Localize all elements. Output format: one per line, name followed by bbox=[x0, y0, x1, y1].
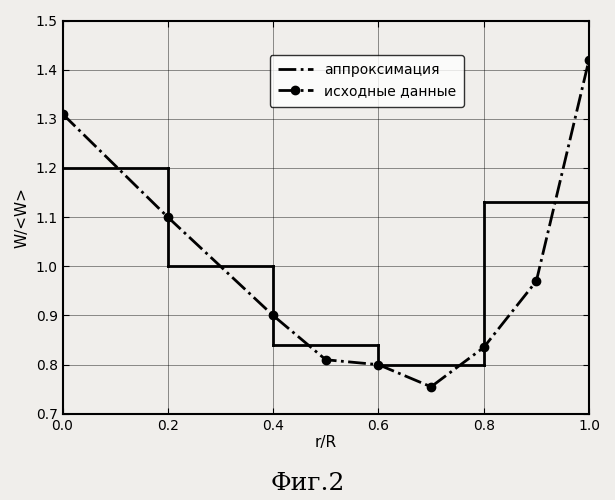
Y-axis label: W/<W>: W/<W> bbox=[15, 186, 30, 248]
Legend: аппроксимация, исходные данные: аппроксимация, исходные данные bbox=[269, 55, 464, 106]
Text: Фиг.2: Фиг.2 bbox=[271, 472, 344, 495]
Text: r/R: r/R bbox=[315, 436, 337, 450]
